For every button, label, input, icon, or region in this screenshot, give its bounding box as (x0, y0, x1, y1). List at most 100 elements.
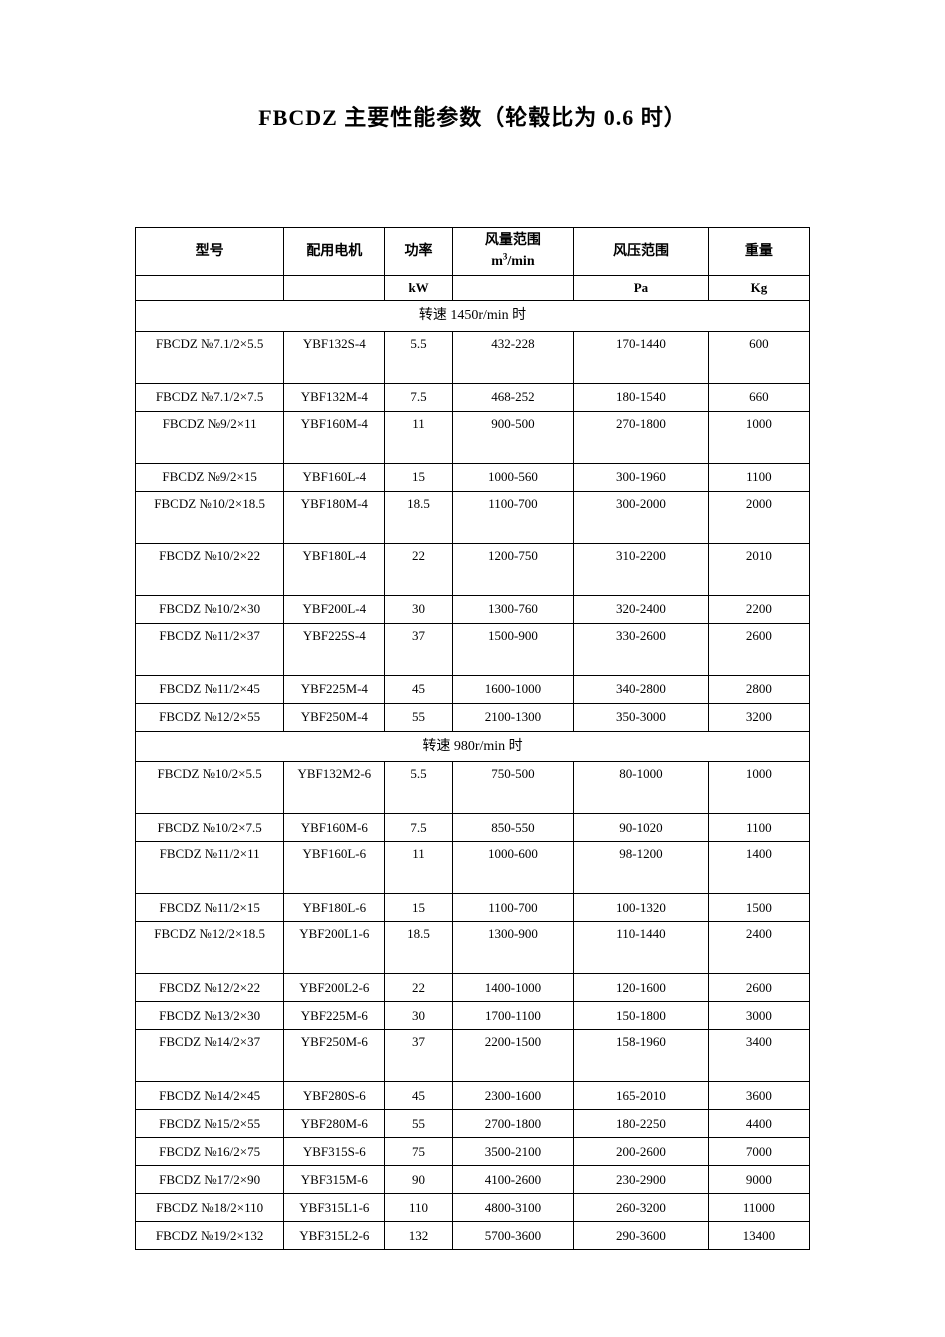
cell-weight: 1000 (708, 762, 809, 814)
cell-weight: 3000 (708, 1002, 809, 1030)
cell-model: FBCDZ №11/2×15 (136, 894, 284, 922)
cell-weight: 1100 (708, 463, 809, 491)
cell-flow: 1100-700 (452, 491, 573, 543)
col-power: 功率 (385, 228, 452, 276)
cell-flow: 468-252 (452, 383, 573, 411)
cell-power: 18.5 (385, 922, 452, 974)
cell-weight: 660 (708, 383, 809, 411)
cell-flow: 1400-1000 (452, 974, 573, 1002)
cell-weight: 4400 (708, 1110, 809, 1138)
cell-motor: YBF132M-4 (284, 383, 385, 411)
cell-weight: 1500 (708, 894, 809, 922)
cell-pressure: 320-2400 (574, 595, 709, 623)
cell-flow: 1100-700 (452, 894, 573, 922)
cell-model: FBCDZ №7.1/2×5.5 (136, 331, 284, 383)
cell-motor: YBF315S-6 (284, 1138, 385, 1166)
cell-weight: 1400 (708, 842, 809, 894)
cell-motor: YBF160M-6 (284, 814, 385, 842)
table-row: FBCDZ №10/2×30YBF200L-4301300-760320-240… (136, 595, 810, 623)
cell-motor: YBF315M-6 (284, 1166, 385, 1194)
col-model: 型号 (136, 228, 284, 276)
cell-power: 55 (385, 703, 452, 731)
table-row: FBCDZ №11/2×11YBF160L-6111000-60098-1200… (136, 842, 810, 894)
cell-model: FBCDZ №12/2×55 (136, 703, 284, 731)
cell-motor: YBF200L2-6 (284, 974, 385, 1002)
section-header-cell: 转速 980r/min 时 (136, 731, 810, 762)
cell-model: FBCDZ №13/2×30 (136, 1002, 284, 1030)
table-row: FBCDZ №11/2×45YBF225M-4451600-1000340-28… (136, 675, 810, 703)
cell-pressure: 110-1440 (574, 922, 709, 974)
cell-weight: 2800 (708, 675, 809, 703)
cell-power: 15 (385, 894, 452, 922)
cell-power: 110 (385, 1194, 452, 1222)
cell-flow: 1000-600 (452, 842, 573, 894)
cell-power: 132 (385, 1222, 452, 1250)
cell-model: FBCDZ №11/2×45 (136, 675, 284, 703)
cell-motor: YBF250M-6 (284, 1030, 385, 1082)
cell-motor: YBF315L2-6 (284, 1222, 385, 1250)
spec-table: 型号 配用电机 功率 风量范围 m3/min 风压范围 重量 kW Pa Kg … (135, 227, 810, 1250)
cell-motor: YBF200L1-6 (284, 922, 385, 974)
cell-pressure: 310-2200 (574, 543, 709, 595)
cell-pressure: 150-1800 (574, 1002, 709, 1030)
table-row: FBCDZ №17/2×90YBF315M-6904100-2600230-29… (136, 1166, 810, 1194)
cell-model: FBCDZ №10/2×5.5 (136, 762, 284, 814)
table-row: FBCDZ №9/2×15YBF160L-4151000-560300-1960… (136, 463, 810, 491)
cell-flow: 900-500 (452, 411, 573, 463)
cell-model: FBCDZ №11/2×37 (136, 623, 284, 675)
table-row: FBCDZ №13/2×30YBF225M-6301700-1100150-18… (136, 1002, 810, 1030)
cell-weight: 2400 (708, 922, 809, 974)
col-flow: 风量范围 m3/min (452, 228, 573, 276)
unit-flow (452, 275, 573, 300)
cell-weight: 2200 (708, 595, 809, 623)
table-row: FBCDZ №10/2×7.5YBF160M-67.5850-55090-102… (136, 814, 810, 842)
cell-power: 7.5 (385, 814, 452, 842)
section-header-cell: 转速 1450r/min 时 (136, 301, 810, 332)
cell-model: FBCDZ №7.1/2×7.5 (136, 383, 284, 411)
cell-model: FBCDZ №10/2×30 (136, 595, 284, 623)
col-weight: 重量 (708, 228, 809, 276)
cell-power: 37 (385, 1030, 452, 1082)
table-row: FBCDZ №11/2×15YBF180L-6151100-700100-132… (136, 894, 810, 922)
col-flow-unit: m3/min (491, 254, 534, 269)
cell-flow: 1000-560 (452, 463, 573, 491)
cell-weight: 3400 (708, 1030, 809, 1082)
cell-pressure: 260-3200 (574, 1194, 709, 1222)
cell-pressure: 180-1540 (574, 383, 709, 411)
cell-power: 11 (385, 842, 452, 894)
table-row: FBCDZ №16/2×75YBF315S-6753500-2100200-26… (136, 1138, 810, 1166)
cell-motor: YBF180L-6 (284, 894, 385, 922)
cell-flow: 750-500 (452, 762, 573, 814)
cell-flow: 1700-1100 (452, 1002, 573, 1030)
table-row: FBCDZ №12/2×18.5YBF200L1-618.51300-90011… (136, 922, 810, 974)
cell-pressure: 300-1960 (574, 463, 709, 491)
cell-flow: 1200-750 (452, 543, 573, 595)
cell-power: 5.5 (385, 762, 452, 814)
cell-model: FBCDZ №17/2×90 (136, 1166, 284, 1194)
cell-flow: 1500-900 (452, 623, 573, 675)
cell-model: FBCDZ №19/2×132 (136, 1222, 284, 1250)
cell-motor: YBF200L-4 (284, 595, 385, 623)
cell-power: 7.5 (385, 383, 452, 411)
cell-weight: 7000 (708, 1138, 809, 1166)
unit-motor (284, 275, 385, 300)
cell-flow: 4100-2600 (452, 1166, 573, 1194)
cell-model: FBCDZ №14/2×45 (136, 1082, 284, 1110)
table-row: FBCDZ №19/2×132YBF315L2-61325700-3600290… (136, 1222, 810, 1250)
cell-flow: 2200-1500 (452, 1030, 573, 1082)
cell-power: 75 (385, 1138, 452, 1166)
cell-power: 55 (385, 1110, 452, 1138)
cell-weight: 2010 (708, 543, 809, 595)
cell-flow: 1600-1000 (452, 675, 573, 703)
cell-pressure: 300-2000 (574, 491, 709, 543)
cell-power: 30 (385, 595, 452, 623)
cell-model: FBCDZ №9/2×11 (136, 411, 284, 463)
table-row: FBCDZ №10/2×5.5YBF132M2-65.5750-50080-10… (136, 762, 810, 814)
cell-motor: YBF315L1-6 (284, 1194, 385, 1222)
cell-pressure: 290-3600 (574, 1222, 709, 1250)
col-flow-label: 风量范围 (485, 233, 541, 248)
cell-model: FBCDZ №11/2×11 (136, 842, 284, 894)
unit-weight: Kg (708, 275, 809, 300)
cell-motor: YBF280M-6 (284, 1110, 385, 1138)
cell-power: 22 (385, 543, 452, 595)
